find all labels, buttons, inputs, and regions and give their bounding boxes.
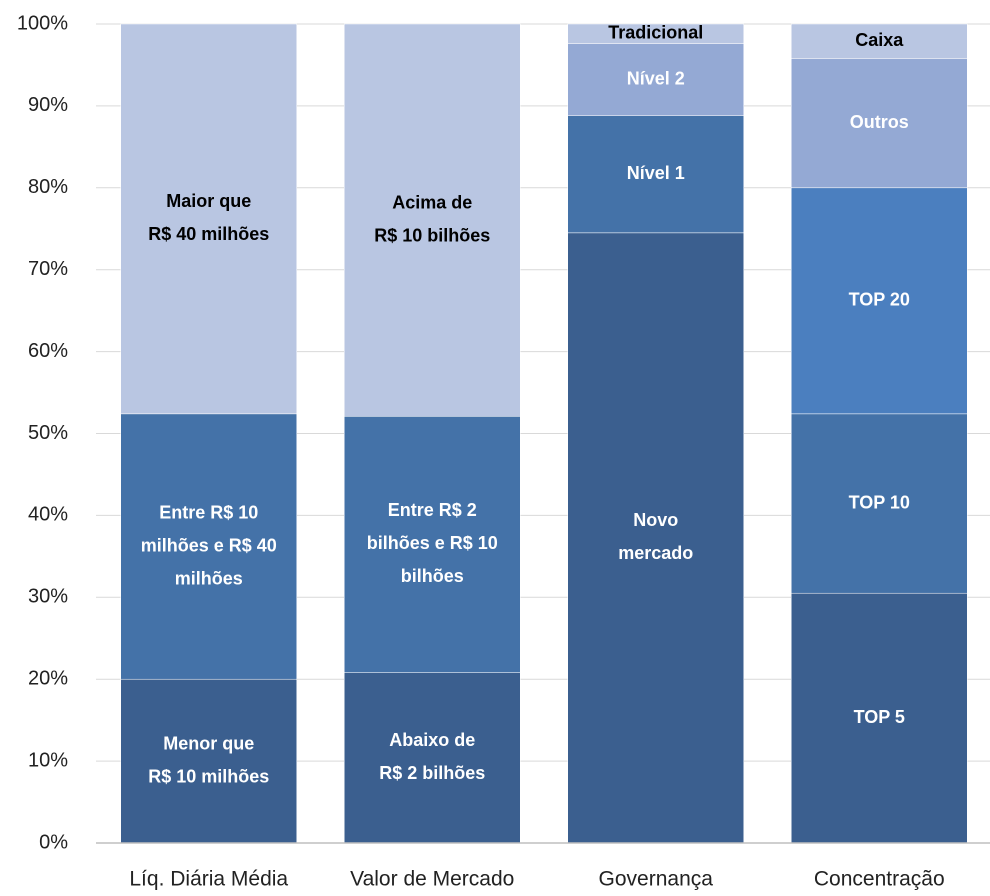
segment-label: TOP 5 [854,707,905,727]
segment-label: Nível 2 [627,68,685,88]
segment-label: bilhões e R$ 10 [367,533,498,553]
bar-segment [344,23,521,417]
segment-label: Tradicional [608,23,703,43]
bar-segment [120,413,297,680]
bar-segment [567,23,744,44]
bar-segment [791,413,968,594]
segment-label: TOP 10 [849,492,910,512]
x-tick-label: Valor de Mercado [350,868,514,891]
bar-segment [120,23,297,415]
x-tick-label: Concentração [814,868,945,891]
y-tick-label: 10% [28,749,68,771]
bar-segment [344,416,521,673]
y-tick-label: 20% [28,667,68,689]
bar-segment [567,232,744,844]
segment-label: Novo [633,510,678,530]
segment-label: Menor que [163,733,254,753]
x-tick-label: Líq. Diária Média [129,868,288,891]
segment-label: TOP 20 [849,290,910,310]
segment-label: bilhões [401,566,464,586]
segment-label: mercado [618,543,693,563]
segment-label: Entre R$ 2 [388,500,477,520]
y-tick-label: 40% [28,504,68,526]
bar-segment [567,43,744,116]
bar-segment [567,115,744,234]
segment-label: R$ 10 bilhões [374,225,490,245]
y-tick-label: 30% [28,586,68,608]
bar-segment [344,672,521,844]
segment-label: Acima de [392,192,472,212]
y-tick-label: 60% [28,340,68,362]
y-tick-label: 80% [28,176,68,198]
y-tick-label: 70% [28,258,68,280]
segment-label: milhões e R$ 40 [141,535,277,555]
y-tick-label: 90% [28,94,68,116]
bar-segment [791,592,968,844]
bar-segment [120,678,297,844]
bar-segment [791,23,968,59]
segment-label: milhões [175,568,243,588]
y-tick-label: 50% [28,422,68,444]
bar-segment [791,58,968,189]
x-tick-label: Governança [599,868,714,891]
y-tick-label: 100% [17,12,68,34]
segment-label: Maior que [166,191,251,211]
segment-label: Outros [850,112,909,132]
segment-label: Nível 1 [627,163,685,183]
segment-label: R$ 2 bilhões [379,763,485,783]
segment-label: Entre R$ 10 [159,502,258,522]
y-tick-label: 0% [39,831,68,853]
bar-segment [791,187,968,415]
segment-label: Abaixo de [389,730,475,750]
segment-label: R$ 10 milhões [148,766,269,786]
segment-label: Caixa [855,30,904,50]
segment-label: R$ 40 milhões [148,224,269,244]
